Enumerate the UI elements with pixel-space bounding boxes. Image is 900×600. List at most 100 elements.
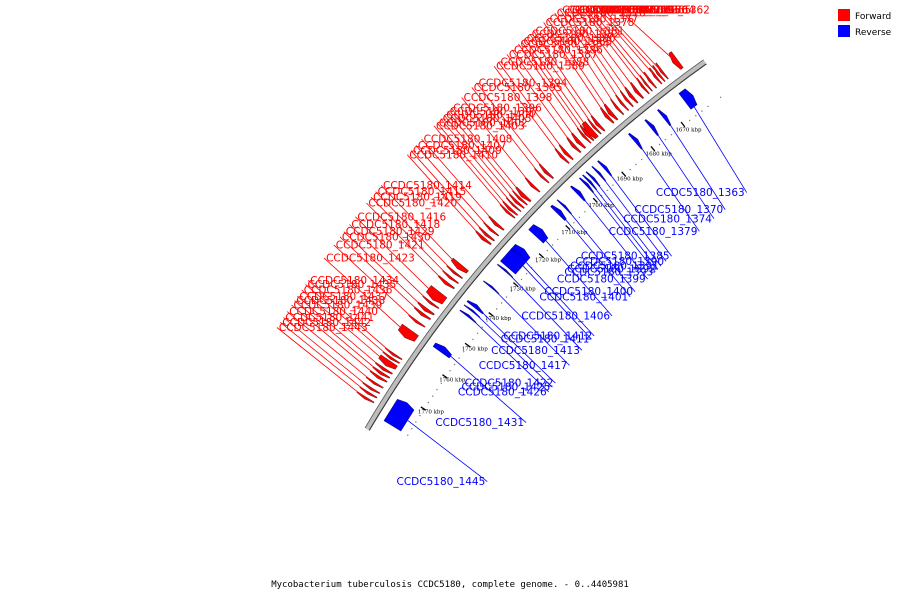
gene-ccdc5180-1377-label: CCDC5180_1377 [550,14,639,26]
gene-ccdc5180-1374-leader [652,126,715,220]
gene-ccdc5180-1394-label: CCDC5180_1394 [479,77,568,89]
gene-ccdc5180-1445-leader [399,413,488,482]
minor-tick [578,216,581,218]
gene-ccdc5180-1436-label: CCDC5180_1436 [304,284,393,296]
minor-tick [584,211,586,213]
minor-tick [707,105,709,108]
minor-tick [562,233,564,235]
gene-ccdc5180-1445-arrow [383,398,415,432]
gene-ccdc5180-1440-label: CCDC5180_1440 [289,306,378,318]
map-caption: Mycobacterium tuberculosis CCDC5180, com… [271,580,629,590]
gene-ccdc5180-1414-label: CCDC5180_1414 [383,180,472,192]
gene-ccdc5180-1396-arrow [515,186,532,203]
gene-ccdc5180-1443-leader [276,327,366,399]
gene-ccdc5180-1364-label: CCDC5180_1364 [606,5,695,17]
gene-ccdc5180-1412-label: CCDC5180_1412 [503,331,592,343]
gene-ccdc5180-1371-label: CCDC5180_1371 [579,5,668,17]
gene-ccdc5180-1391-leader [593,178,662,267]
gene-ccdc5180-1397-leader [447,111,520,199]
gene-ccdc5180-1369-arrow [636,77,650,95]
legend-forward-swatch [838,9,850,21]
tick-mark [420,406,427,411]
gene-ccdc5180-1434-leader [308,280,394,355]
gene-ccdc5180-1385-label: CCDC5180_1385 [581,251,670,263]
gene-ccdc5180-1366-leader [596,9,656,77]
gene-ccdc5180-1423-label: CCDC5180_1423 [326,253,415,265]
minor-tick [536,261,538,263]
minor-tick [635,163,637,166]
forward-genes: CCDC5180_1362CCDC5180_1364CCDC5180_1365C… [276,5,710,404]
minor-tick [463,351,465,353]
gene-ccdc5180-1402-leader [436,122,510,210]
minor-tick [520,278,523,281]
gene-ccdc5180-1376-label: CCDC5180_1376 [557,8,646,20]
gene-ccdc5180-1372-leader [569,9,632,96]
gene-ccdc5180-1425-label: CCDC5180_1425 [462,382,551,394]
gene-ccdc5180-1399-leader [578,192,649,280]
minor-tick [500,302,503,304]
gene-ccdc5180-1420-label: CCDC5180_1420 [368,198,457,210]
gene-ccdc5180-1425-leader [472,310,553,388]
gene-ccdc5180-1429-arrow [417,301,435,316]
gene-ccdc5180-1405-leader [440,118,514,206]
gene-ccdc5180-1395-leader [471,87,542,177]
gene-ccdc5180-1397-label: CCDC5180_1397 [450,106,539,118]
gene-ccdc5180-1417-leader [491,286,570,366]
gene-ccdc5180-1375-leader [559,9,622,104]
gene-ccdc5180-1371-arrow [630,82,645,99]
gene-ccdc5180-1407-leader [415,145,491,230]
gene-ccdc5180-1436-arrow [378,354,398,370]
gene-ccdc5180-1414-arrow [450,257,469,274]
gene-ccdc5180-1377-leader [547,18,611,114]
minor-tick [415,421,417,423]
gene-ccdc5180-1378-label: CCDC5180_1378 [546,17,635,29]
minor-tick [641,158,643,161]
gene-ccdc5180-1380-label: CCDC5180_1380 [527,33,616,45]
gene-ccdc5180-1422-leader [475,306,556,384]
tick-label: 1680 kbp [646,152,673,158]
minor-tick [432,395,434,397]
gene-ccdc5180-1409-label: CCDC5180_1409 [413,145,502,157]
gene-ccdc5180-1430-arrow [413,306,432,321]
gene-ccdc5180-1431-label: CCDC5180_1431 [435,417,524,429]
gene-ccdc5180-1370-leader [664,116,726,210]
gene-ccdc5180-1384-label: CCDC5180_1384 [521,39,610,51]
gene-ccdc5180-1389-label: CCDC5180_1389 [496,61,585,73]
gene-ccdc5180-1410-label: CCDC5180_1410 [409,149,498,161]
gene-ccdc5180-1408-label: CCDC5180_1408 [424,134,513,146]
gene-ccdc5180-1438-label: CCDC5180_1438 [296,295,385,307]
gene-ccdc5180-1383-leader [521,41,587,134]
gene-ccdc5180-1372-arrow [624,86,639,104]
gene-ccdc5180-1368-label: CCDC5180_1368 [589,5,678,17]
gene-ccdc5180-1399-arrow [570,185,586,202]
minor-tick [701,110,703,112]
minor-tick [486,320,488,322]
minor-tick [676,129,679,131]
minor-tick [557,238,559,241]
minor-tick [510,290,513,292]
minor-tick [606,189,608,192]
gene-ccdc5180-1429-label: CCDC5180_1429 [346,226,435,238]
minor-tick [436,389,438,391]
gene-ccdc5180-1373-label: CCDC5180_1373 [567,5,656,17]
tick-label: 1710 kbp [561,230,588,236]
gene-ccdc5180-1381-label: CCDC5180_1381 [536,26,625,38]
gene-ccdc5180-1411-arrow [500,243,531,275]
gene-ccdc5180-1420-leader [366,202,447,284]
tick-label: 1770 kbp [418,409,445,415]
gene-ccdc5180-1385-leader [604,167,672,257]
gene-ccdc5180-1396-leader [450,107,523,196]
gene-ccdc5180-1406-arrow [528,224,549,244]
minor-tick [551,244,554,246]
gene-ccdc5180-1418-leader [349,224,431,304]
minor-tick [658,143,661,146]
minor-tick [505,296,508,298]
gene-ccdc5180-1387-leader [506,54,574,146]
minor-tick [440,382,442,384]
minor-tick [496,308,498,310]
gene-ccdc5180-1363-arrow [678,88,698,110]
gene-ccdc5180-1372-label: CCDC5180_1372 [572,5,661,17]
minor-tick [419,414,421,417]
gene-ccdc5180-1366-label: CCDC5180_1366 [599,5,688,17]
